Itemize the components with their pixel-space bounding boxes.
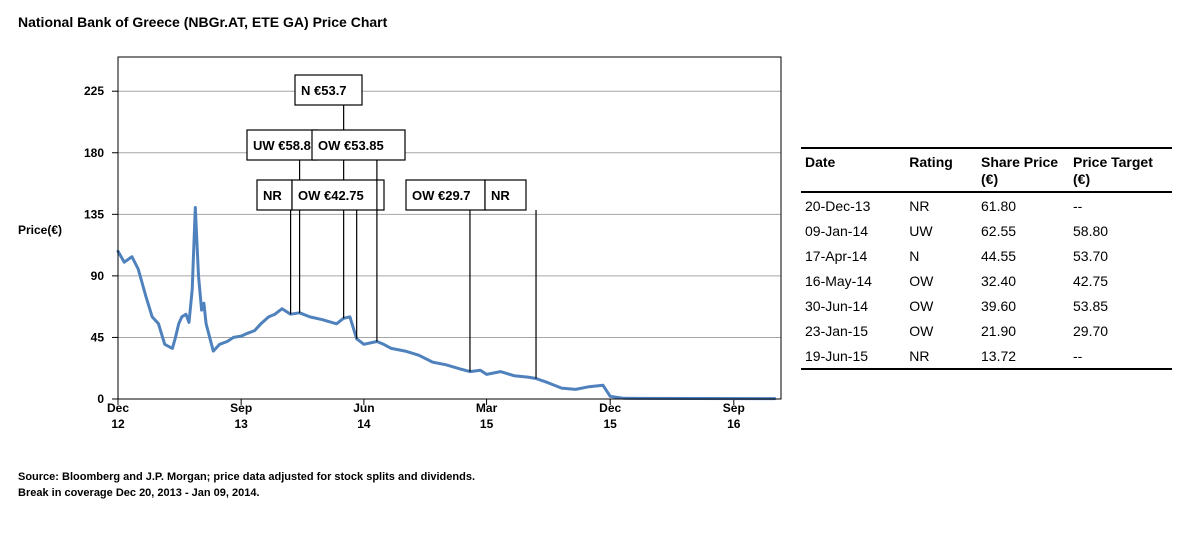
y-axis-label: Price(€) <box>18 223 62 237</box>
cell-price-target: 42.75 <box>1073 272 1109 289</box>
table-row: 09-Jan-14 UW 62.55 58.80 <box>801 218 1172 243</box>
x-tick-label: 16 <box>727 417 741 431</box>
annotation-box <box>256 179 293 211</box>
table-header-row: Date Rating Share Price (€) Price Target… <box>801 148 1172 192</box>
cell-share-price: 39.60 <box>981 297 1017 314</box>
table-row: 17-Apr-14 N 44.55 53.70 <box>801 243 1172 268</box>
table-row: 16-May-14 OW 32.40 42.75 <box>801 268 1172 293</box>
coverage-footnote: Break in coverage Dec 20, 2013 - Jan 09,… <box>18 487 260 499</box>
y-tick-label: 180 <box>84 146 104 160</box>
y-tick-label: 90 <box>91 269 105 283</box>
x-tick-label: Sep <box>230 401 252 415</box>
annotation-label: NR <box>263 188 282 203</box>
price-series <box>116 206 777 401</box>
y-tick-label: 0 <box>97 392 104 406</box>
annotation-label: OW €29.7 <box>412 188 471 203</box>
x-tick-label: 14 <box>357 417 371 431</box>
cell-share-price: 62.55 <box>981 222 1017 239</box>
plot-frame <box>117 56 782 400</box>
header-share-price: Share Price (€) <box>981 154 1059 187</box>
cell-date: 16-May-14 <box>805 272 872 289</box>
annotation-box <box>484 179 527 211</box>
annotation-box <box>294 74 363 106</box>
cell-rating: NR <box>909 347 930 364</box>
x-tick-label: Mar <box>476 401 498 415</box>
annotation-label: NR <box>491 188 510 203</box>
x-tick-label: 15 <box>480 417 494 431</box>
cell-share-price: 21.90 <box>981 322 1017 339</box>
annotation-box <box>291 179 385 211</box>
cell-date: 23-Jan-15 <box>805 322 869 339</box>
rating-annotations: NR UW €58.8 N €53.7 OW €42.75 OW €53.85 OW €2… <box>246 74 537 379</box>
y-tick-label: 135 <box>84 207 104 221</box>
table-row: 30-Jun-14 OW 39.60 53.85 <box>801 293 1172 318</box>
x-tick-label: 13 <box>234 417 248 431</box>
x-axis-ticks: Dec 12 Sep 13 Jun 14 Mar 15 Dec 15 Sep 16 <box>107 399 745 431</box>
x-tick-label: 12 <box>111 417 125 431</box>
annotation-label: N €53.7 <box>301 83 347 98</box>
cell-share-price: 61.80 <box>981 197 1017 214</box>
header-date: Date <box>805 154 836 170</box>
cell-share-price: 44.55 <box>981 247 1017 264</box>
annotation-label: OW €53.85 <box>318 138 384 153</box>
y-axis-ticks: 0 45 90 135 180 225 <box>84 84 118 406</box>
header-price-target: Price Target (€) <box>1073 154 1153 187</box>
table-row: 19-Jun-15 NR 13.72 -- <box>801 343 1172 369</box>
x-tick-label: Dec <box>599 401 621 415</box>
header-rating: Rating <box>909 154 953 170</box>
y-tick-label: 225 <box>84 84 104 98</box>
cell-price-target: 29.70 <box>1073 322 1109 339</box>
price-line <box>116 206 777 401</box>
cell-rating: OW <box>909 272 934 289</box>
cell-date: 09-Jan-14 <box>805 222 869 239</box>
y-tick-label: 45 <box>91 330 105 344</box>
cell-rating: UW <box>909 222 933 239</box>
table-row: 20-Dec-13 NR 61.80 -- <box>801 192 1172 218</box>
cell-rating: NR <box>909 197 930 214</box>
cell-rating: OW <box>909 297 934 314</box>
annotation-box <box>246 129 318 161</box>
cell-price-target: -- <box>1073 197 1083 214</box>
cell-price-target: 53.85 <box>1073 297 1109 314</box>
grid-lines <box>118 90 781 338</box>
cell-price-target: 53.70 <box>1073 247 1109 264</box>
x-tick-label: Jun <box>353 401 374 415</box>
rating-history-table: Date Rating Share Price (€) Price Target… <box>801 147 1172 370</box>
table-row: 23-Jan-15 OW 21.90 29.70 <box>801 318 1172 343</box>
cell-date: 17-Apr-14 <box>805 247 868 264</box>
chart-title: National Bank of Greece (NBGr.AT, ETE GA… <box>18 14 388 30</box>
cell-date: 19-Jun-15 <box>805 347 869 364</box>
annotation-box <box>405 179 486 211</box>
annotation-box <box>311 129 406 161</box>
x-tick-label: Dec <box>107 401 129 415</box>
cell-share-price: 32.40 <box>981 272 1017 289</box>
cell-share-price: 13.72 <box>981 347 1017 364</box>
x-tick-label: 15 <box>604 417 618 431</box>
cell-rating: N <box>909 247 920 264</box>
cell-rating: OW <box>909 322 934 339</box>
annotation-label: OW €42.75 <box>298 188 364 203</box>
annotation-label: UW €58.8 <box>253 138 311 153</box>
cell-price-target: -- <box>1073 347 1083 364</box>
x-tick-label: Sep <box>723 401 745 415</box>
cell-date: 30-Jun-14 <box>805 297 869 314</box>
cell-date: 20-Dec-13 <box>805 197 871 214</box>
cell-price-target: 58.80 <box>1073 222 1109 239</box>
source-footnote: Source: Bloomberg and J.P. Morgan; price… <box>18 471 475 483</box>
